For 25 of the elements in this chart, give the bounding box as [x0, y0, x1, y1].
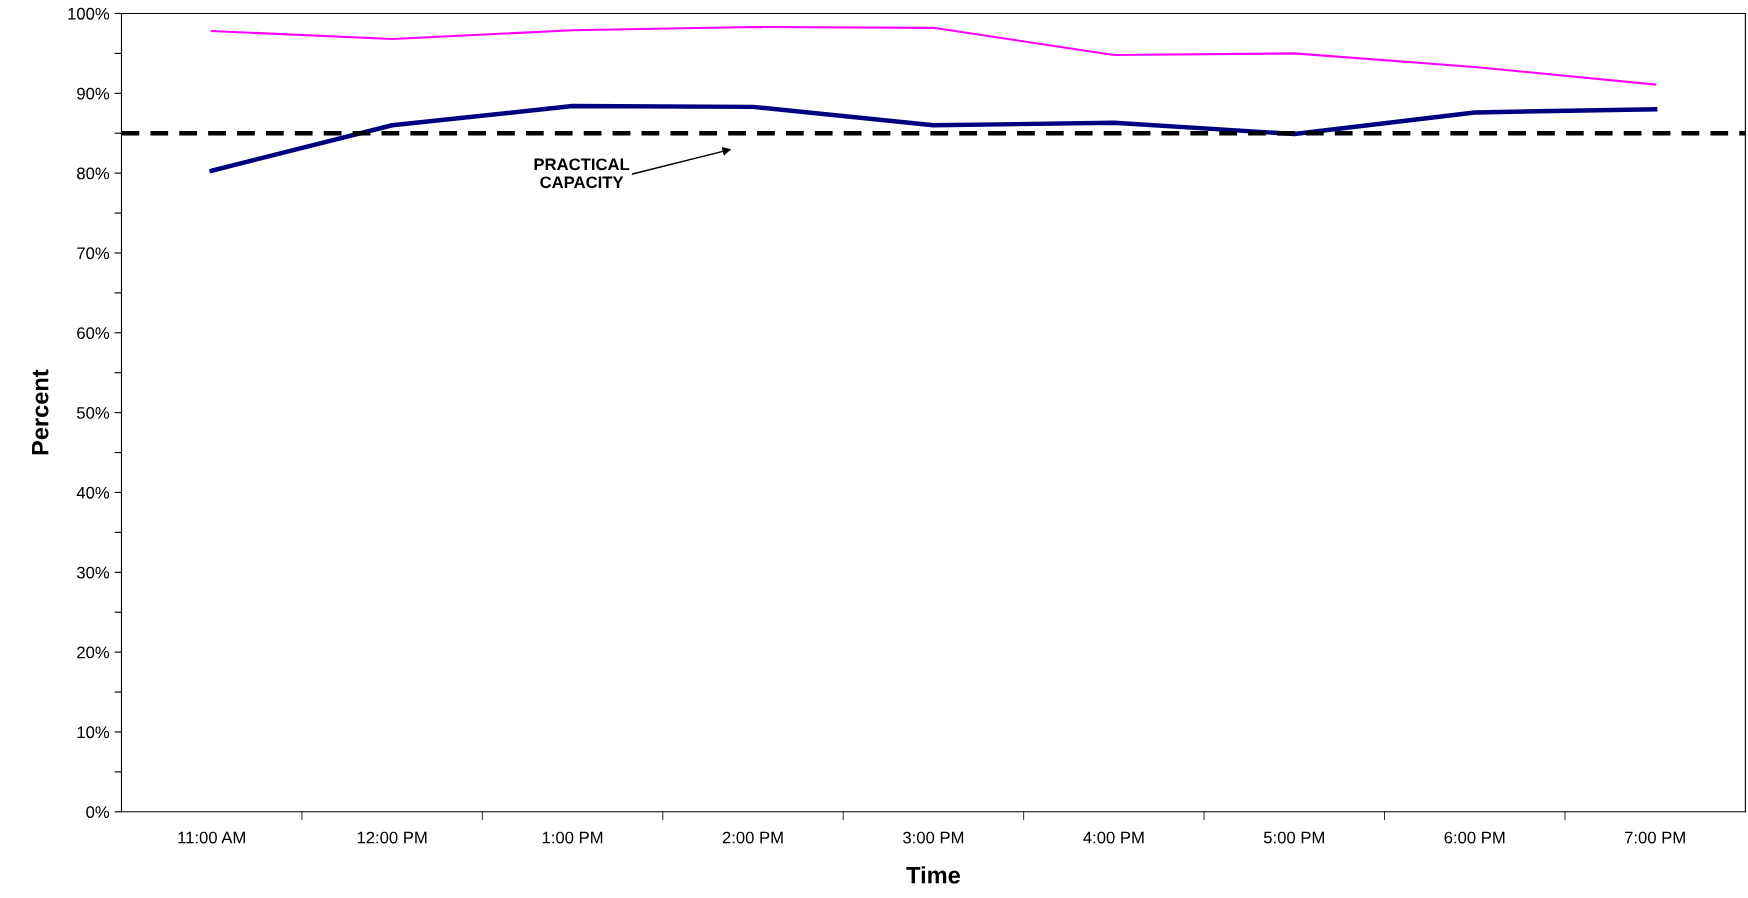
x-axis-title: Time — [906, 866, 960, 884]
x-tick-label: 3:00 PM — [903, 831, 964, 844]
y-tick-label: 80% — [77, 167, 110, 180]
y-tick-label: 70% — [77, 247, 110, 260]
y-tick-label: 0% — [86, 806, 110, 818]
y-tick-label: 100% — [68, 7, 110, 20]
x-tick-label: 4:00 PM — [1083, 831, 1144, 844]
y-tick-label: 20% — [77, 646, 110, 659]
x-tick-label: 6:00 PM — [1444, 831, 1505, 844]
y-tick-label: 40% — [76, 486, 110, 499]
x-tick-label: 1:00 PM — [542, 831, 603, 844]
line-series — [209, 103, 1658, 173]
line-series — [210, 26, 1657, 86]
x-tick-label: 7:00 PM — [1624, 831, 1685, 844]
x-tick-label: 5:00 PM — [1263, 831, 1324, 844]
x-tick-label: 11:00 AM — [178, 831, 245, 844]
y-axis-title: Percent — [32, 369, 49, 455]
y-tick-label: 90% — [77, 87, 110, 100]
y-tick-label: 10% — [77, 726, 110, 739]
y-tick-label: 60% — [77, 327, 110, 339]
y-tick-label: 50% — [76, 407, 110, 419]
annotation: PRACTICAL CAPACITY — [534, 158, 630, 189]
x-tick-label: 2:00 PM — [722, 831, 783, 844]
x-tick-label: 12:00 PM — [357, 831, 427, 844]
y-tick-label: 30% — [76, 566, 110, 579]
